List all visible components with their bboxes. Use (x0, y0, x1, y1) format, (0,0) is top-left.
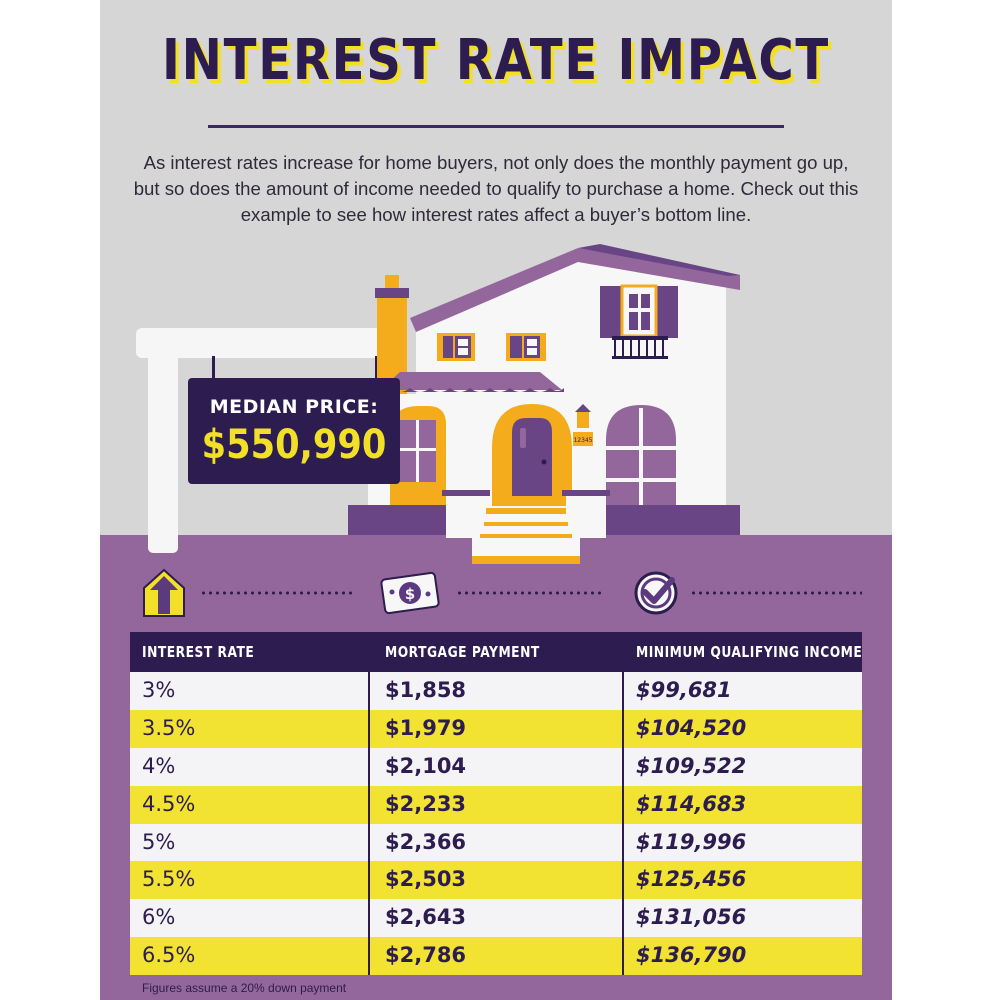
median-price-value: $550,990 (201, 422, 387, 468)
porch-lamp (575, 404, 591, 428)
svg-text:$: $ (405, 585, 415, 603)
income-cell: $99,681 (636, 678, 732, 702)
table-row: 3.5% $1,979 $104,520 (130, 709, 862, 748)
table-row: 5% $2,366 $119,996 (130, 823, 862, 862)
income-cell: $114,683 (636, 791, 747, 816)
payment-cell: $2,366 (385, 829, 467, 854)
income-cell: $104,520 (636, 715, 747, 740)
table-row: 5.5% $2,503 $125,456 (130, 861, 862, 900)
address-plate: 12345 (573, 432, 593, 446)
header-interest-rate: INTEREST RATE (142, 643, 255, 661)
sign-post (136, 328, 400, 553)
table-row: 6.5% $2,786 $136,790 (130, 937, 862, 976)
dotted-connector-3 (690, 591, 862, 595)
porch-roof (380, 372, 564, 392)
house-illustration: 12345 (136, 244, 740, 564)
column-divider (622, 672, 624, 975)
payment-cell: $2,503 (385, 867, 467, 892)
median-price-sign: MEDIAN PRICE: $550,990 (188, 378, 400, 484)
rate-cell: 3% (142, 678, 176, 702)
rate-cell: 4.5% (142, 791, 196, 816)
infographic: INTEREST RATE IMPACT As interest rates i… (100, 0, 892, 1000)
payment-cell: $1,858 (385, 678, 467, 702)
upper-window-right (600, 284, 678, 359)
title-divider (208, 125, 784, 128)
upper-window-mid (506, 333, 546, 361)
rate-cell: 3.5% (142, 715, 196, 740)
rates-table: INTEREST RATE MORTGAGE PAYMENT MINIMUM Q… (130, 632, 863, 976)
table-row: 3% $1,858 $99,681 (130, 672, 862, 710)
rate-cell: 6.5% (142, 943, 196, 968)
dotted-connector-2 (456, 591, 604, 595)
income-cell: $125,456 (636, 867, 747, 892)
income-cell: $136,790 (636, 943, 747, 968)
front-steps (472, 508, 580, 564)
rate-cell: 6% (142, 905, 176, 930)
lower-window-right (606, 405, 676, 508)
lower-window-left (390, 406, 446, 505)
dollar-bill-icon: $ (380, 568, 440, 618)
arrow-up-icon (142, 568, 192, 618)
intro-text: As interest rates increase for home buye… (133, 152, 859, 225)
income-cell: $131,056 (636, 905, 747, 930)
page-title: INTEREST RATE IMPACT (161, 28, 830, 93)
checkmark-icon (632, 568, 682, 618)
footnote: Figures assume a 20% down payment (142, 981, 347, 995)
svg-text:12345: 12345 (573, 437, 592, 444)
header-mortgage-payment: MORTGAGE PAYMENT (385, 643, 540, 661)
roof (410, 244, 740, 332)
column-divider (368, 672, 370, 975)
payment-cell: $2,104 (385, 753, 467, 778)
median-price-label: MEDIAN PRICE: (209, 396, 379, 418)
income-cell: $109,522 (636, 753, 747, 778)
table-header: INTEREST RATE MORTGAGE PAYMENT MINIMUM Q… (130, 632, 863, 676)
rate-cell: 4% (142, 753, 176, 778)
table-row: 6% $2,643 $131,056 (130, 899, 862, 938)
upper-window-left (437, 333, 475, 361)
table-row: 4.5% $2,233 $114,683 (130, 785, 862, 824)
dotted-connector-1 (200, 591, 352, 595)
payment-cell: $2,786 (385, 943, 467, 968)
front-door (492, 404, 572, 506)
income-cell: $119,996 (636, 829, 747, 854)
rate-cell: 5% (142, 829, 176, 854)
payment-cell: $2,643 (385, 905, 467, 930)
header-min-income: MINIMUM QUALIFYING INCOME (636, 643, 863, 661)
payment-cell: $2,233 (385, 791, 467, 816)
rate-cell: 5.5% (142, 867, 196, 892)
porch-planters (442, 490, 610, 538)
payment-cell: $1,979 (385, 715, 467, 740)
table-row: 4% $2,104 $109,522 (130, 747, 862, 786)
